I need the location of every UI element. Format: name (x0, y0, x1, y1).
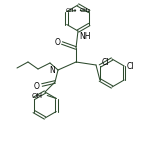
Text: O: O (34, 81, 40, 91)
Text: CH₃: CH₃ (80, 8, 91, 13)
Text: Cl: Cl (102, 57, 109, 67)
Text: OH: OH (31, 92, 42, 99)
Text: Cl: Cl (127, 61, 135, 71)
Text: NH: NH (79, 32, 91, 40)
Text: CH₃: CH₃ (65, 8, 76, 13)
Text: N: N (49, 65, 55, 75)
Text: O: O (55, 37, 61, 47)
